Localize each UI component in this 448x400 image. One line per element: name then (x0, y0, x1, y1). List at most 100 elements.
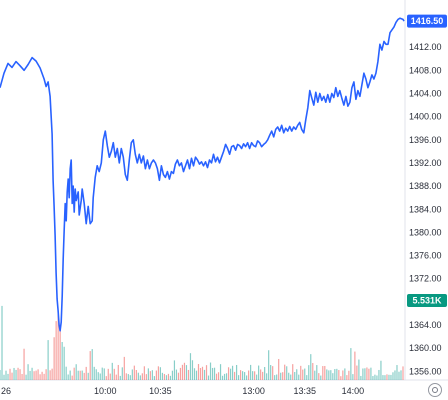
volume-bar (326, 369, 328, 380)
volume-bar (246, 375, 248, 380)
volume-bar (49, 370, 51, 380)
volume-bar (318, 373, 320, 380)
volume-bar (1, 305, 3, 380)
volume-bar (77, 370, 79, 380)
volume-bar (43, 373, 45, 380)
volume-bar (332, 373, 334, 380)
volume-bar (322, 366, 324, 380)
x-tick-label: 10:35 (149, 386, 172, 396)
volume-bar (63, 346, 65, 380)
volume-bar (223, 373, 226, 380)
volume-bar (101, 367, 103, 380)
y-tick-label: 1376.00 (409, 251, 442, 261)
x-tick-label: 26 (1, 386, 11, 396)
y-tick-label: 1360.00 (409, 343, 442, 353)
last-price-label: 1416.50 (411, 16, 444, 26)
volume-bar (205, 365, 208, 380)
volume-bar (59, 330, 61, 380)
volume-bar (360, 375, 362, 380)
volume-bar (368, 368, 370, 380)
volume-bar (87, 372, 89, 380)
volume-bar (129, 375, 131, 380)
volume-bar (155, 370, 157, 380)
volume-bar (324, 365, 326, 380)
volume-bar (131, 369, 133, 380)
volume-bar (7, 373, 9, 380)
volume-bar (294, 372, 296, 380)
volume-bar (61, 342, 63, 380)
volume-bar (125, 373, 127, 380)
volume-bar (314, 370, 316, 380)
volume-bar (69, 370, 71, 380)
volume-bar (334, 369, 336, 380)
volume-bar (193, 368, 196, 380)
volume-bar (185, 365, 188, 380)
volume-bar (197, 364, 200, 380)
volume-bar (41, 371, 43, 380)
volume-bar (105, 376, 107, 380)
volume-bar (258, 365, 260, 380)
gear-icon[interactable] (428, 383, 442, 397)
volume-bar (33, 371, 35, 380)
volume-bar (235, 364, 238, 380)
volume-bar (272, 366, 274, 380)
y-tick-label: 1404.00 (409, 88, 442, 98)
volume-bar (221, 375, 224, 380)
volume-bar (344, 368, 346, 380)
volume-bar (89, 351, 91, 380)
volume-bar (217, 372, 220, 380)
volume-bar (380, 360, 382, 380)
volume-bar (296, 369, 298, 380)
volume-bar (35, 370, 37, 380)
volume-bar (209, 362, 212, 380)
volume-bar (39, 374, 41, 380)
volume-bar (173, 360, 176, 380)
volume-bar (37, 369, 39, 380)
volume-bar (388, 374, 390, 380)
volume-bar (284, 364, 286, 380)
volume-bar (264, 367, 266, 380)
y-tick-label: 1396.00 (409, 135, 442, 145)
volume-bar (53, 337, 55, 380)
x-tick-label: 13:35 (293, 386, 316, 396)
volume-bar (73, 367, 75, 380)
volume-bar (27, 364, 29, 380)
volume-bar (312, 363, 314, 380)
volume-bar (153, 376, 155, 380)
volume-bar (181, 364, 184, 380)
volume-bar (219, 364, 222, 380)
volume-bar (302, 369, 304, 380)
volume-bar (109, 373, 111, 380)
volume-bar (320, 375, 322, 380)
volume-bar (133, 365, 135, 380)
volume-bar (266, 373, 268, 380)
volume-bar (374, 374, 376, 380)
volume-bar (306, 375, 308, 380)
volume-bar (390, 374, 392, 380)
volume-bar (207, 375, 210, 380)
volume-bar (123, 356, 125, 380)
volume-bar (191, 360, 194, 380)
volume-bar (139, 375, 141, 380)
volume-bar (21, 373, 23, 380)
volume-bar (328, 370, 330, 380)
volume-bar (203, 369, 206, 380)
volume-bar (127, 374, 129, 380)
volume-bar (31, 367, 33, 380)
volume-bar (183, 362, 186, 380)
volume-bar (45, 369, 47, 380)
volume-bar (83, 372, 85, 380)
volume-bar (169, 375, 172, 380)
volume-bar (346, 375, 348, 380)
volume-bar (67, 374, 69, 380)
volume-bar (392, 372, 394, 380)
volume-bar (384, 375, 386, 380)
volume-bar (262, 371, 264, 380)
volume-bar (248, 370, 250, 380)
volume-bar (199, 368, 202, 380)
volume-bar (290, 374, 292, 380)
volume-bar (171, 370, 174, 380)
volume-bar (135, 370, 137, 380)
volume-bar (316, 365, 318, 380)
